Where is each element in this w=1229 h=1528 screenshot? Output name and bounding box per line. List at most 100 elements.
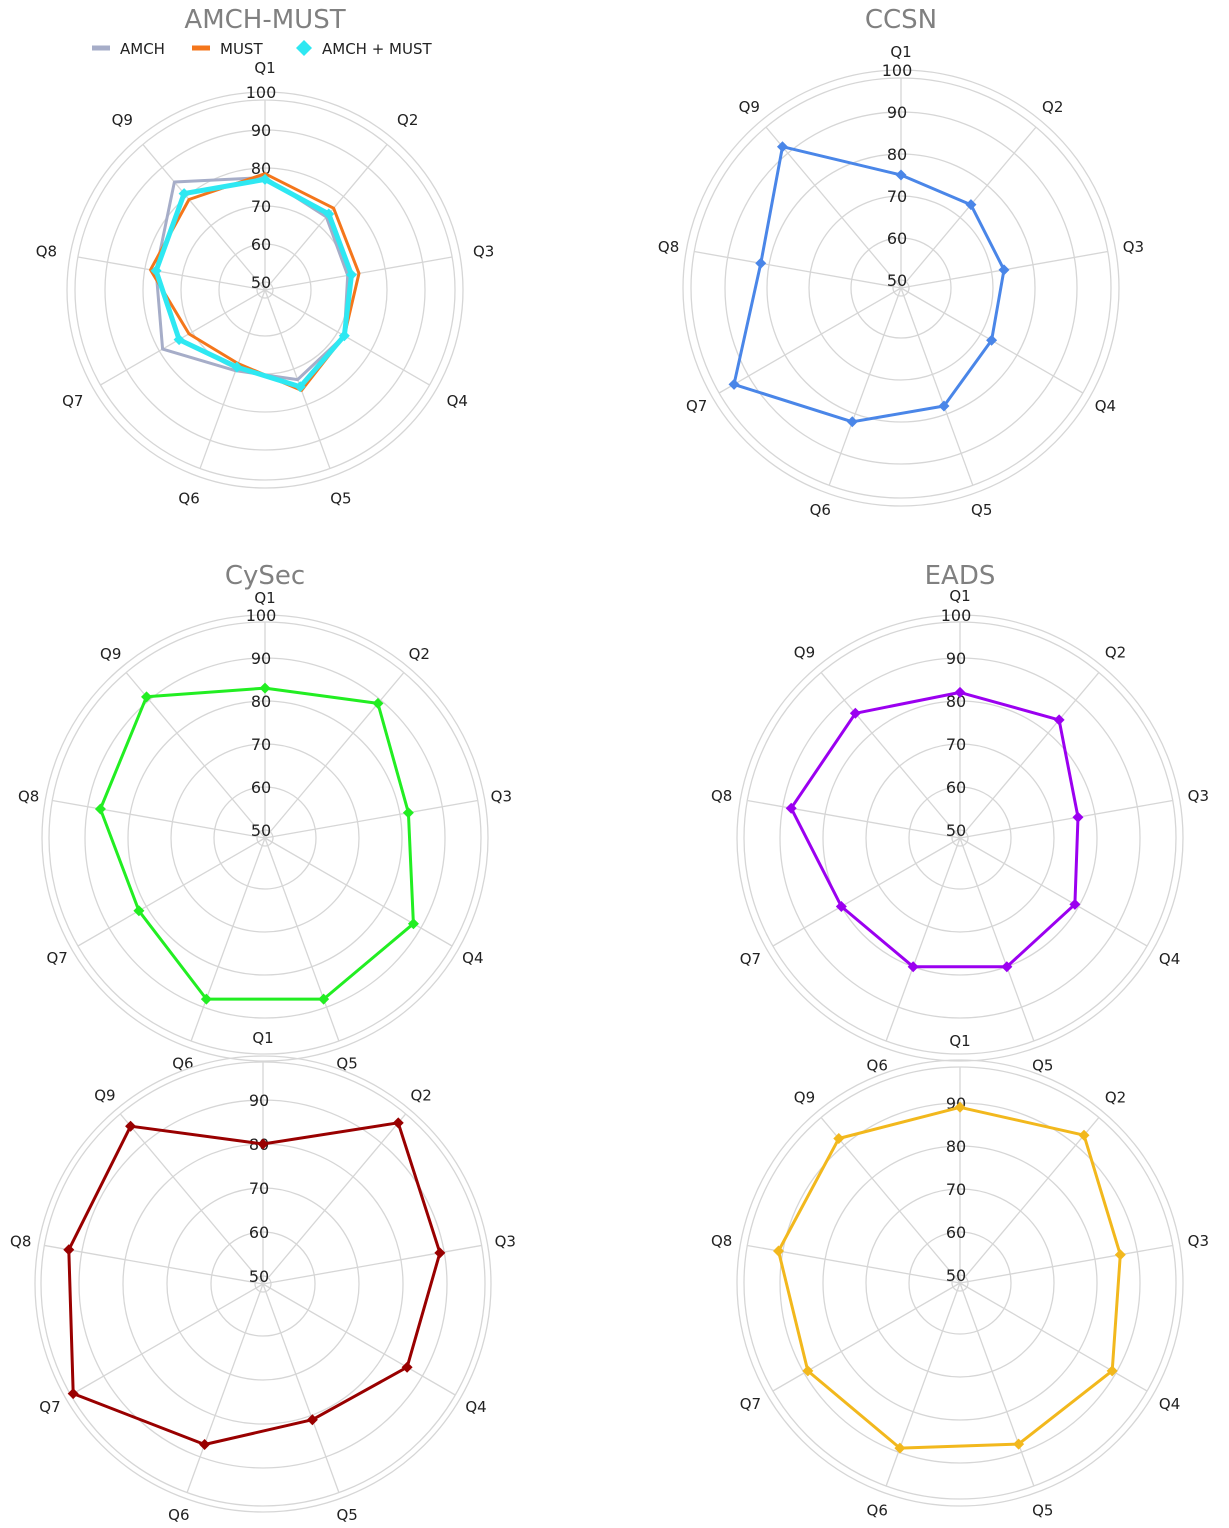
axis-spoke (694, 250, 902, 289)
axis-spoke (190, 837, 266, 1042)
data-point (1072, 811, 1084, 823)
axis-spoke (262, 1283, 456, 1396)
data-point (401, 1361, 413, 1373)
data-point (434, 1247, 446, 1259)
data-point (94, 803, 106, 815)
axis-spoke (142, 144, 266, 291)
axis-label-q9: Q9 (794, 1089, 815, 1107)
axis-spoke (772, 1282, 961, 1392)
data-point (728, 378, 740, 390)
tick-label: 70 (887, 187, 907, 206)
tick-label: 80 (251, 692, 271, 711)
data-point (802, 1365, 814, 1377)
axis-label-q1: Q1 (949, 1032, 970, 1050)
grid-ring (736, 614, 1184, 1062)
axis-label-q5: Q5 (1032, 1501, 1053, 1519)
axis-spoke (262, 1113, 407, 1285)
axis-spoke (262, 1244, 482, 1285)
legend-swatch (296, 40, 312, 56)
series-line (732, 145, 1006, 424)
data-point (67, 1388, 79, 1400)
axis-spoke (747, 799, 961, 839)
axis-spoke (52, 799, 266, 839)
axis-label-q1: Q1 (890, 43, 911, 61)
data-point (318, 993, 330, 1005)
axis-label-q7: Q7 (740, 1395, 761, 1413)
axis-label-q4: Q4 (1159, 950, 1180, 968)
data-point (178, 188, 190, 200)
tick-label: 90 (251, 649, 271, 668)
radar-chart-1: Q1Q2Q3Q4Q5Q6Q7Q8Q95060708090100AMCH-MUST… (36, 5, 495, 508)
axis-label-q9: Q9 (94, 1087, 115, 1105)
data-point (894, 1442, 906, 1454)
data-point (200, 993, 212, 1005)
data-point (257, 1138, 269, 1150)
data-point (259, 173, 271, 185)
axis-spoke (959, 1282, 1035, 1487)
axis-spoke (264, 672, 405, 839)
data-point (133, 905, 145, 917)
tick-label: 60 (251, 778, 271, 797)
chart-title: AMCH-MUST (184, 5, 345, 35)
data-point (1001, 961, 1013, 973)
axis-label-q3: Q3 (473, 242, 494, 260)
data-point (63, 1244, 75, 1256)
data-point (125, 1120, 137, 1132)
grid-ring (34, 1055, 492, 1513)
data-point (835, 901, 847, 912)
axis-label-q6: Q6 (178, 490, 199, 508)
axis-spoke (828, 287, 902, 486)
axis-label-q4: Q4 (1095, 397, 1116, 415)
axis-label-q7: Q7 (39, 1398, 60, 1416)
axis-spoke (885, 1282, 961, 1487)
tick-label: 60 (946, 1223, 966, 1242)
tick-label: 50 (251, 821, 271, 840)
axis-label-q7: Q7 (46, 949, 67, 967)
axis-label-q4: Q4 (462, 949, 483, 967)
grid-ring (66, 91, 464, 489)
axis-label-q2: Q2 (409, 645, 430, 663)
axis-label-q9: Q9 (739, 98, 760, 116)
axis-label-q4: Q4 (465, 1398, 486, 1416)
tick-label: 90 (946, 649, 966, 668)
axis-label-q7: Q7 (740, 950, 761, 968)
axis-spoke (959, 799, 1173, 839)
legend-label: AMCH (120, 40, 165, 58)
tick-label: 50 (946, 821, 966, 840)
axis-spoke (125, 672, 266, 839)
tick-label: 100 (882, 61, 913, 80)
axis-label-q3: Q3 (1188, 787, 1209, 805)
axis-spoke (70, 1283, 264, 1396)
axis-spoke (765, 126, 902, 289)
data-point (755, 257, 767, 269)
axis-spoke (100, 289, 266, 386)
grid-ring (682, 69, 1120, 507)
axis-spoke (820, 672, 961, 839)
data-point (306, 1414, 318, 1426)
data-point (392, 1117, 404, 1129)
data-point (895, 169, 907, 181)
axis-spoke (718, 287, 902, 394)
chart-title: CySec (225, 561, 305, 591)
axis-spoke (959, 672, 1100, 839)
axis-spoke (959, 1282, 1148, 1392)
tick-label: 60 (251, 235, 271, 254)
axis-label-q6: Q6 (168, 1506, 189, 1524)
tick-label: 70 (251, 197, 271, 216)
axis-spoke (264, 837, 340, 1042)
chart-title: CCSN (865, 5, 937, 35)
tick-label: 70 (249, 1179, 269, 1198)
data-point (141, 691, 153, 703)
data-point (907, 961, 919, 973)
tick-label: 80 (946, 1137, 966, 1156)
axis-spoke (772, 837, 961, 947)
data-point (849, 707, 861, 719)
tick-label: 50 (946, 1266, 966, 1285)
data-point (1106, 1365, 1118, 1377)
axis-spoke (264, 837, 453, 947)
axis-label-q9: Q9 (112, 111, 133, 129)
data-point (323, 208, 335, 220)
tick-label: 70 (946, 735, 966, 754)
data-point (846, 416, 858, 428)
